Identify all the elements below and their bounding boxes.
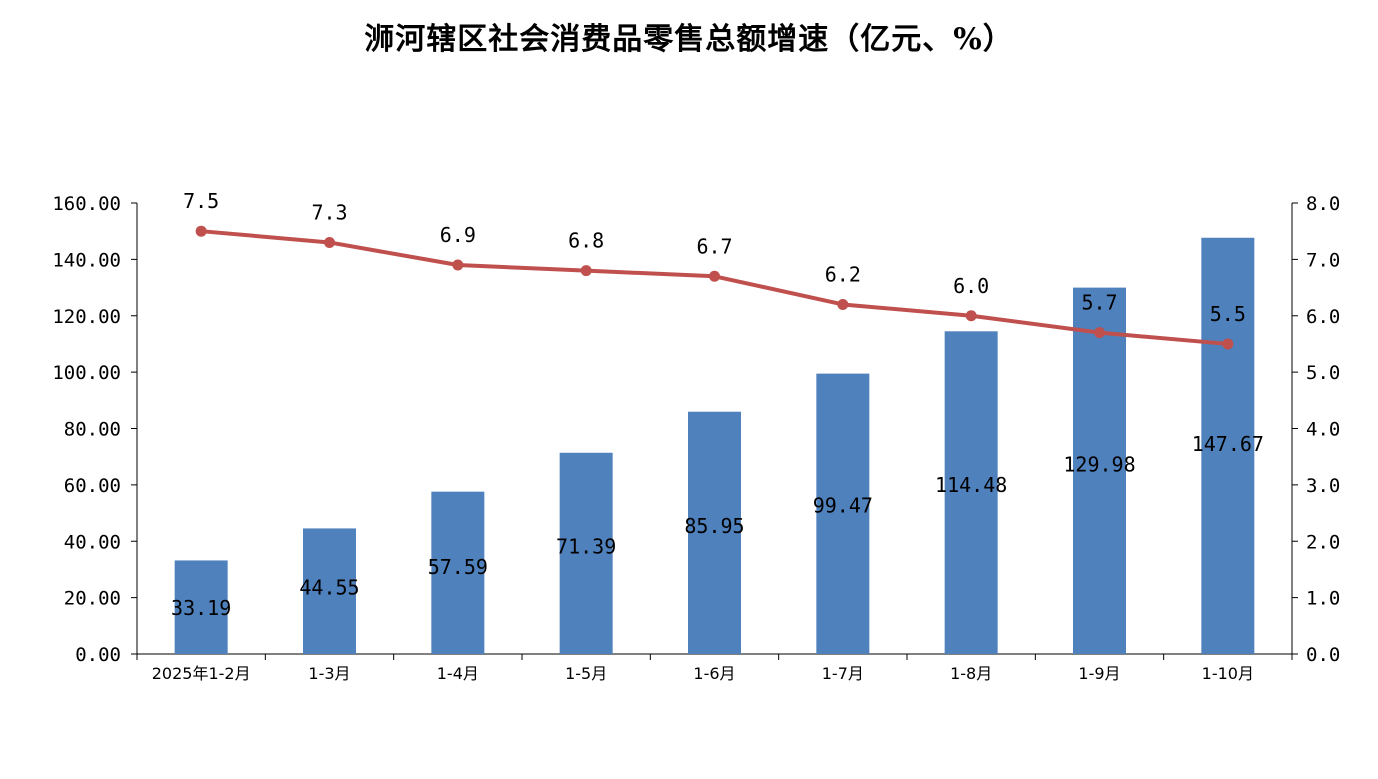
line-point	[1094, 327, 1105, 339]
bar-data-label: 71.39	[556, 535, 616, 559]
x-tick-label: 1-9月	[1078, 664, 1120, 683]
line-point	[837, 298, 849, 310]
x-tick-label: 1-3月	[308, 664, 350, 683]
line-series	[195, 225, 1234, 350]
line-point	[709, 270, 720, 282]
y-tick-label: 140.00	[52, 249, 121, 271]
line-point	[965, 310, 977, 322]
data-labels: 33.19 44.55 57.59 71.39 85.95 99.47 114.48 129.…	[171, 189, 1264, 620]
x-tick-label: 1-5月	[565, 664, 607, 683]
line-point	[195, 225, 207, 237]
bar	[174, 560, 228, 654]
x-tick-label: 1-10月	[1202, 664, 1254, 683]
bar	[431, 491, 485, 654]
bar	[816, 373, 870, 654]
line-data-label: 6.2	[825, 262, 861, 286]
line-point	[1222, 338, 1234, 350]
bar-data-label: 114.48	[935, 473, 1007, 497]
line-data-label: 6.7	[696, 234, 732, 258]
y2-tick-label: 5.0	[1306, 362, 1340, 384]
line-data-label: 5.5	[1210, 302, 1246, 326]
line-data-label: 5.7	[1081, 291, 1117, 315]
y-tick-label: 40.00	[64, 531, 121, 553]
y2-tick-label: 1.0	[1306, 588, 1340, 610]
y-tick-label: 0.00	[75, 644, 121, 666]
chart-title: 浉河辖区社会消费品零售总额增速（亿元、%）	[364, 22, 1014, 57]
bar	[1201, 237, 1255, 654]
bar	[559, 452, 613, 654]
line-data-label: 7.3	[311, 200, 347, 224]
bar	[688, 411, 741, 654]
x-tick-label: 1-7月	[822, 664, 864, 683]
y-tick-label: 20.00	[64, 588, 121, 610]
y-tick-label: 120.00	[52, 306, 121, 328]
line-point	[580, 265, 592, 277]
x-tick-label: 1-8月	[950, 664, 992, 683]
y2-tick-label: 4.0	[1306, 419, 1340, 441]
bar-series	[174, 237, 1255, 654]
line-data-label: 6.8	[568, 229, 604, 253]
bar-data-label: 33.19	[171, 596, 231, 620]
bar-data-label: 57.59	[428, 555, 488, 579]
x-tick-label: 1-6月	[693, 664, 735, 683]
bar	[1073, 287, 1126, 654]
bar-data-label: 129.98	[1063, 453, 1135, 477]
bar-data-label: 85.95	[684, 514, 744, 538]
line-data-label: 7.5	[183, 189, 219, 213]
y-tick-label: 60.00	[64, 475, 121, 497]
y2-tick-label: 8.0	[1306, 193, 1340, 215]
line-point	[324, 236, 335, 248]
y-tick-label: 80.00	[64, 419, 121, 441]
y-tick-label: 100.00	[52, 362, 121, 384]
line-data-label: 6.0	[953, 274, 989, 298]
y2-tick-label: 3.0	[1306, 475, 1340, 497]
y2-tick-label: 2.0	[1306, 531, 1340, 553]
x-tick-label: 2025年1-2月	[152, 664, 251, 683]
x-tick-label: 1-4月	[437, 664, 479, 683]
bar	[944, 331, 998, 654]
y2-tick-label: 7.0	[1306, 249, 1340, 271]
bar	[303, 528, 356, 654]
bar-data-label: 44.55	[299, 576, 359, 600]
y-tick-label: 160.00	[52, 193, 121, 215]
y2-tick-label: 6.0	[1306, 306, 1340, 328]
line-data-label: 6.9	[440, 223, 476, 247]
bar-data-label: 99.47	[813, 494, 873, 518]
y2-tick-label: 0.0	[1306, 644, 1340, 666]
bar-data-label: 147.67	[1192, 432, 1264, 456]
line-point	[452, 259, 464, 271]
